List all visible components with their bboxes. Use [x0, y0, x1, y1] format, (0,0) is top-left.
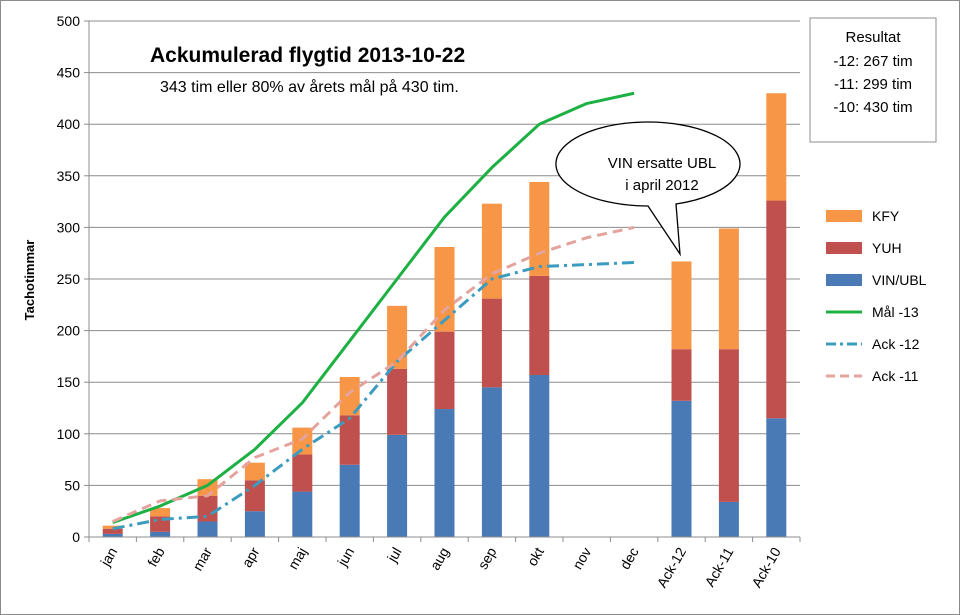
bar-vin-ubl	[387, 434, 408, 537]
bar-yuh	[766, 200, 787, 419]
bar-yuh	[718, 349, 739, 502]
y-tick-label: 0	[72, 529, 80, 545]
line-m-l-13	[112, 91, 635, 524]
y-tick-label: 50	[64, 477, 80, 493]
y-tick-label: 400	[57, 116, 81, 132]
x-tick-label: Ack-10	[748, 544, 784, 590]
x-tick-label: nov	[569, 545, 594, 573]
x-tick-label: feb	[144, 544, 168, 569]
legend-swatch-vin-ubl	[826, 274, 862, 286]
x-tick-label: jun	[334, 545, 358, 570]
y-tick-label: 200	[57, 323, 81, 339]
legend-label-ack-11: Ack -11	[872, 368, 919, 384]
chart-subtitle: 343 tim eller 80% av årets mål på 430 ti…	[160, 78, 459, 96]
x-tick-label: sep	[474, 544, 499, 572]
chart-title: Ackumulerad flygtid 2013-10-22	[150, 44, 465, 67]
bar-kfy	[671, 261, 692, 350]
x-tick-label: Ack-11	[701, 544, 736, 589]
bar-vin-ubl	[529, 374, 550, 537]
bar-yuh	[102, 528, 123, 534]
bar-kfy	[434, 247, 455, 332]
bar-kfy	[339, 377, 360, 416]
bars-layer	[102, 93, 787, 537]
legend: KFY YUH VIN/UBL Mål -13 Ack -12 Ack -11	[826, 208, 927, 384]
legend-swatch-yuh	[826, 242, 862, 254]
y-tick-label: 300	[57, 219, 81, 235]
bar-yuh	[481, 298, 502, 388]
bar-vin-ubl	[434, 409, 455, 537]
result-line-1: Resultat	[845, 29, 901, 46]
y-tick-label: 350	[57, 168, 81, 184]
callout-shape	[555, 121, 741, 257]
x-tick-label: maj	[285, 545, 310, 573]
bar-vin-ubl	[671, 400, 692, 537]
line-ack-12	[112, 260, 635, 531]
result-line-3: -11: 299 tim	[834, 76, 912, 93]
bar-kfy	[766, 93, 787, 201]
legend-label-kfy: KFY	[872, 208, 900, 224]
bar-vin-ubl	[292, 491, 313, 537]
line-ack-11	[112, 225, 635, 523]
legend-label-vin-ubl: VIN/UBL	[872, 272, 927, 288]
result-line-4: -10: 430 tim	[833, 99, 912, 116]
y-tick-label: 100	[57, 426, 81, 442]
bar-kfy	[718, 228, 739, 350]
x-tick-label: Ack-12	[653, 544, 689, 590]
result-line-2: -12: 267 tim	[833, 53, 912, 70]
bar-yuh	[671, 349, 692, 401]
lines-layer	[112, 91, 635, 531]
legend-label-m-l-13: Mål -13	[872, 304, 919, 320]
callout-line-1: VIN ersatte UBL	[608, 155, 716, 172]
bar-yuh	[339, 415, 360, 465]
bar-kfy	[102, 525, 123, 529]
y-tick-label: 250	[57, 271, 81, 287]
bar-yuh	[387, 368, 408, 435]
bar-kfy	[387, 305, 408, 369]
bar-vin-ubl	[718, 501, 739, 537]
legend-label-yuh: YUH	[872, 240, 902, 256]
bar-yuh	[244, 480, 265, 512]
x-tick-label: mar	[189, 544, 215, 573]
bar-vin-ubl	[150, 531, 171, 537]
bar-kfy	[150, 508, 171, 517]
y-tick-label: 450	[57, 65, 81, 81]
bar-kfy	[529, 181, 550, 276]
bar-vin-ubl	[244, 511, 265, 537]
x-tick-label: aug	[427, 545, 453, 573]
bar-vin-ubl	[102, 533, 123, 537]
bar-yuh	[434, 331, 455, 410]
x-tick-label: jul	[383, 545, 404, 566]
bar-vin-ubl	[766, 418, 787, 537]
result-box-frame	[809, 17, 937, 143]
y-axis-label: Tachotimmar	[22, 240, 37, 321]
callout-bubble: VIN ersatte UBL i april 2012	[555, 121, 741, 257]
bar-yuh	[529, 275, 550, 375]
x-tick-label: okt	[524, 544, 547, 568]
bar-yuh	[197, 495, 218, 522]
bar-vin-ubl	[197, 521, 218, 537]
bar-yuh	[292, 454, 313, 492]
callout-line-2: i april 2012	[625, 177, 698, 194]
x-tick-label: dec	[617, 545, 642, 573]
y-tick-label: 150	[57, 374, 81, 390]
bar-kfy	[481, 203, 502, 299]
y-tick-label: 500	[57, 13, 81, 29]
bar-vin-ubl	[339, 464, 360, 537]
x-tick-label: apr	[239, 544, 263, 570]
legend-label-ack-12: Ack -12	[872, 336, 920, 352]
result-box: Resultat -12: 267 tim -11: 299 tim -10: …	[809, 17, 937, 143]
x-tick-label: jan	[97, 545, 121, 570]
legend-swatch-kfy	[826, 210, 862, 222]
bar-vin-ubl	[481, 387, 502, 537]
bar-kfy	[244, 462, 265, 481]
